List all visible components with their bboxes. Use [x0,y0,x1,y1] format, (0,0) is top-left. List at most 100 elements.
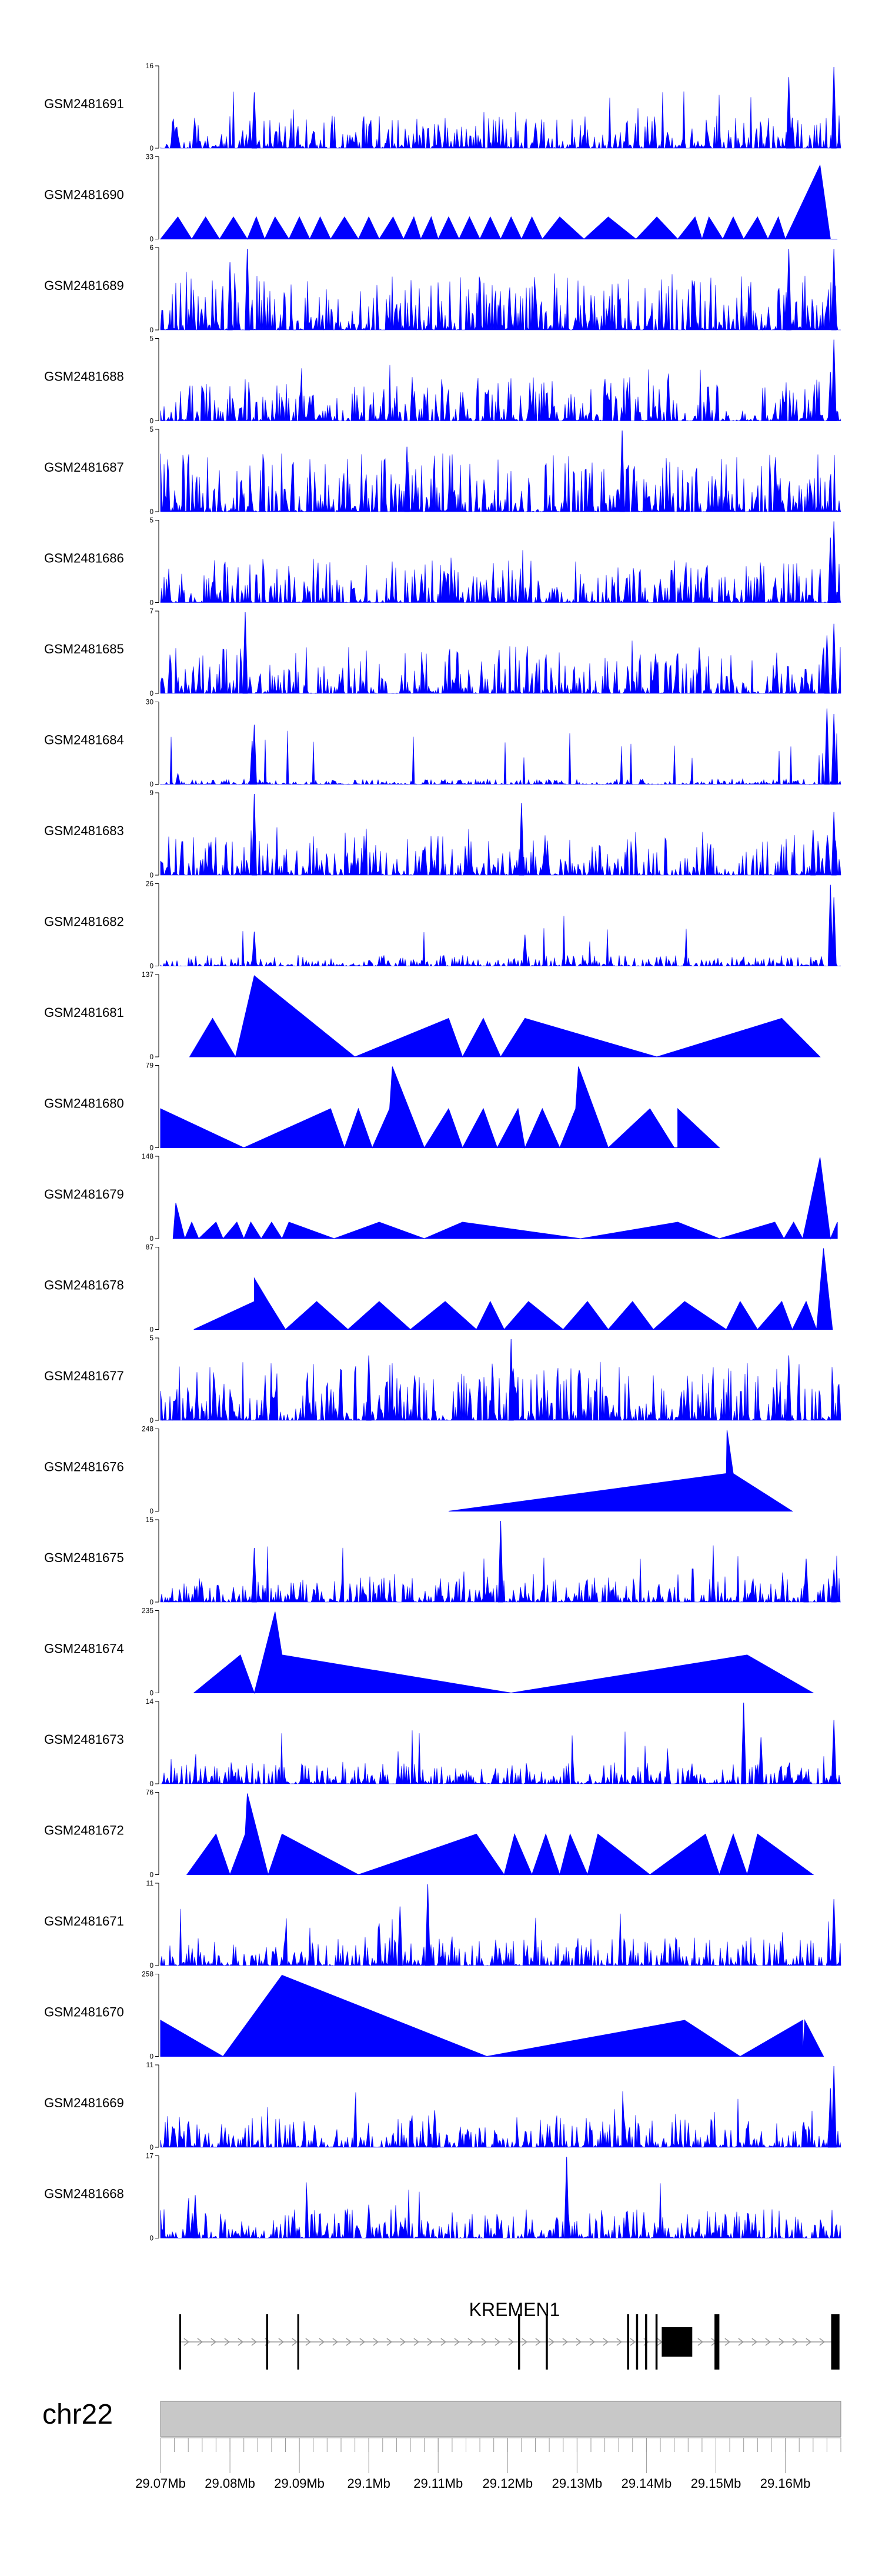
coverage-area [193,1611,814,1694]
track-label: GSM2481676 [44,1460,124,1474]
coverage-peak [831,713,837,785]
coverage-area [160,272,841,331]
coverage-peak [366,1355,372,1421]
gene-exon [831,2314,840,2370]
y-max-label: 5 [149,425,153,433]
strand-arrow [427,2338,433,2346]
track-GSM2481669: GSM2481669 11 0 [44,2061,841,2151]
strand-arrow [589,2338,596,2346]
coverage-peak [397,1906,403,1966]
coverage-peak [251,793,257,876]
coverage-area [160,550,841,603]
coverage-peak [831,1720,837,1784]
x-tick-label: 29.12Mb [482,2476,533,2491]
coverage-peak [251,92,257,149]
strand-arrow [440,2338,447,2346]
y-min-label: 0 [149,1961,153,1970]
track-label: GSM2481680 [44,1096,124,1111]
y-min-label: 0 [149,417,153,425]
track-label: GSM2481671 [44,1914,124,1928]
strand-arrow [197,2338,203,2346]
track-GSM2481671: GSM2481671 11 0 [44,1879,841,1970]
strand-arrow [792,2338,799,2346]
coverage-area [160,453,841,513]
coverage-area [160,827,841,876]
y-min-label: 0 [149,689,153,698]
y-min-label: 0 [149,962,153,970]
coverage-peak [758,1737,764,1784]
chromosome-label: chr22 [42,2399,113,2430]
strand-arrow [522,2338,528,2346]
strand-arrow [467,2338,474,2346]
coverage-area [160,2091,841,2148]
y-max-label: 79 [146,1062,154,1070]
strand-arrow [238,2338,244,2346]
coverage-peak [497,1520,504,1603]
track-label: GSM2481689 [44,278,124,293]
y-max-label: 258 [142,1970,153,1978]
track-GSM2481673: GSM2481673 14 0 [44,1697,841,1788]
coverage-peak [404,446,410,512]
track-label: GSM2481691 [44,96,124,111]
coverage-peak [432,2110,437,2148]
coverage-peak [242,612,248,694]
coverage-peak [827,885,833,966]
coverage-peak [251,932,257,966]
strand-arrow [224,2338,230,2346]
strand-arrow [251,2338,258,2346]
y-max-label: 5 [149,516,153,525]
coverage-peak [824,635,830,694]
y-min-label: 0 [149,2053,153,2061]
strand-arrow [400,2338,406,2346]
coverage-peak [827,538,833,603]
y-max-label: 5 [149,1334,153,1342]
track-GSM2481674: GSM2481674 235 0 [44,1607,814,1697]
strand-arrow [495,2338,501,2346]
gene-exon [655,2314,658,2370]
coverage-peak [786,1355,792,1421]
track-GSM2481670: GSM2481670 258 0 [44,1970,824,2061]
strand-arrow [724,2338,731,2346]
y-max-label: 33 [146,153,154,161]
strand-arrow [183,2338,190,2346]
coverage-area [160,1066,720,1149]
gene-exon [297,2314,299,2370]
track-GSM2481687: GSM2481687 5 0 [44,425,841,516]
coverage-area [161,1730,841,1785]
track-label: GSM2481679 [44,1187,124,1202]
x-tick-label: 29.16Mb [760,2476,811,2491]
y-min-label: 0 [149,1871,153,1879]
y-min-label: 0 [149,1144,153,1152]
y-max-label: 16 [146,62,154,70]
chromosome-band [160,2401,841,2437]
coverage-peak [831,2066,837,2148]
strand-arrow [630,2338,636,2346]
strand-arrow [292,2338,298,2346]
track-GSM2481689: GSM2481689 6 0 [44,243,841,334]
track-GSM2481679: GSM2481679 148 0 [44,1152,838,1243]
track-label: GSM2481682 [44,915,124,929]
coverage-peak [519,803,524,876]
coverage-area [160,1974,824,2057]
coverage-peak [245,248,250,331]
x-tick-label: 29.1Mb [348,2476,390,2491]
y-max-label: 6 [149,243,153,252]
track-label: GSM2481677 [44,1369,124,1383]
coverage-peak [564,2157,570,2238]
track-label: GSM2481681 [44,1005,124,1020]
track-GSM2481685: GSM2481685 7 0 [44,607,841,698]
strand-arrow [373,2338,379,2346]
y-max-label: 9 [149,789,153,797]
coverage-area [160,916,841,967]
coverage-area [172,1157,838,1240]
y-max-label: 11 [146,1879,154,1887]
y-min-label: 0 [149,1689,153,1697]
y-max-label: 248 [142,1425,153,1433]
genome-axis: 29.07Mb 29.08Mb 29.09Mb 29.1Mb 29.11Mb 29.12M… [135,2437,841,2491]
track-GSM2481678: GSM2481678 87 0 [44,1243,833,1334]
y-max-label: 148 [142,1152,153,1160]
coverage-area [160,2182,841,2239]
coverage-peak [366,2204,372,2238]
strand-arrow [454,2338,460,2346]
strand-arrow [346,2338,352,2346]
